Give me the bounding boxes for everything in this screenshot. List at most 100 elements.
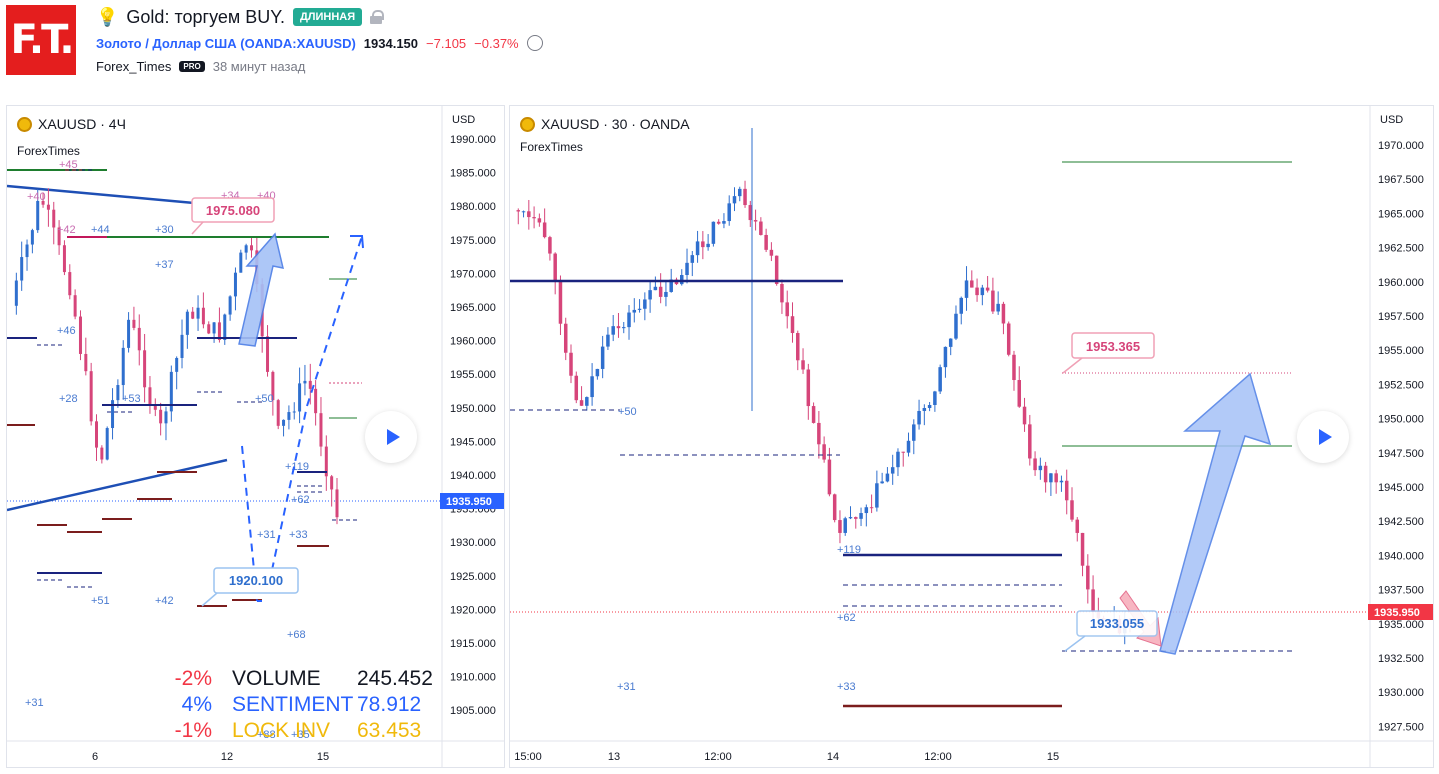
stats-overlay: -2% VOLUME 245.452 4% SENTIMENT 78.912 -… [142,666,433,744]
candle-4h-body [292,411,296,413]
candle-30m-body [759,221,763,235]
candle-30m-body [1091,589,1095,612]
chart-30m-legend: XAUUSD · 30 · OANDA [520,116,690,132]
price-tick-label: 1957.500 [1378,311,1424,323]
forex-times-logo[interactable]: F.T. [6,5,76,75]
candle-30m-body [1075,519,1080,533]
level-label: +31 [257,529,276,541]
candle-30m-body [964,280,969,298]
candle-4h-body [233,272,237,297]
price-tick-label: 1920.000 [450,604,496,616]
candle-4h-body [111,400,115,429]
candle-30m-body [864,507,869,514]
price-tick-label: 1950.000 [450,403,496,415]
level-label: +35 [291,729,310,741]
candle-4h-body [100,447,104,460]
trendline-lower [7,458,228,512]
level-label: +46 [57,325,76,337]
level-label: +68 [287,629,306,641]
currency-label: USD [1380,114,1403,126]
candle-30m-body [558,281,563,324]
candle-30m-body [600,346,605,369]
level-label: +88 [257,729,276,741]
candle-30m-body [516,210,521,212]
candle-30m-body [643,299,647,309]
candle-30m-body [537,218,542,223]
candle-30m-body [848,517,853,519]
candle-30m-body [1043,465,1048,483]
chart-30m-canvas[interactable]: USD 1970.000 1967.500 1965.000 1962.500 1960.… [510,106,1434,768]
candle-30m-body [817,422,821,445]
gold-coin-icon [17,116,32,132]
candle-30m-body [527,211,531,218]
candle-4h-body [303,380,307,384]
symbol-row: Золото / Доллар США (OANDA:XAUUSD) 1934.… [96,35,543,51]
candle-30m-body [985,287,990,291]
level-label: +53 [122,393,141,405]
gold-coin-icon [520,116,535,132]
play-button-30m[interactable] [1297,411,1349,463]
candle-30m-body [970,280,974,288]
price-tick-label: 1960.000 [450,336,496,348]
play-button-4h[interactable] [365,411,417,463]
candle-30m-body [621,327,626,329]
candle-30m-body [1054,473,1058,483]
time-tick-label: 15 [1047,751,1059,763]
symbol-link[interactable]: Золото / Доллар США (OANDA:XAUUSD) [96,35,356,51]
candle-30m-body [980,287,985,296]
candle-30m-body [790,316,795,334]
candle-4h-body [153,404,157,410]
author-row: Forex_Times PRO 38 минут назад [96,59,305,74]
price-tick-label: 1960.000 [1378,277,1424,289]
chart-panel-4h[interactable]: USD 1990.000 1985.000 1980.000 1975.000 1970.… [6,105,505,768]
callout-pointer [191,221,204,235]
level-label: +31 [25,697,44,709]
candle-30m-body [532,217,536,219]
candle-30m-body [927,404,932,409]
author-name[interactable]: Forex_Times [96,59,172,74]
chart-30m-indicator-label: ForexTimes [520,140,583,154]
candle-4h-body [217,322,221,340]
idea-header: F.T. 💡 Gold: торгуем BUY. ДЛИННАЯ Золото… [0,0,1439,100]
price-tick-label: 1950.000 [1378,414,1424,426]
long-badge: ДЛИННАЯ [292,8,363,26]
candle-4h-body [68,272,72,296]
level-label: +62 [291,494,310,506]
play-icon [386,429,400,445]
candle-4h-body [266,336,270,372]
candle-30m-body [1086,565,1090,590]
candle-4h-body [276,400,280,426]
candle-30m-body [1059,480,1064,483]
price-tick-label: 1905.000 [450,705,496,717]
callout-price-label: 1975.080 [206,203,260,218]
chart-4h-canvas[interactable]: USD 1990.000 1985.000 1980.000 1975.000 1970.… [7,106,505,768]
candle-30m-body [579,400,584,406]
price-tick-label: 1935.000 [450,504,496,516]
candle-4h-body [116,385,120,401]
candle-4h-body [137,327,141,351]
candle-30m-body [680,275,684,285]
candle-30m-body [542,222,547,238]
time-tick-label: 15 [317,751,329,763]
candle-30m-body [806,369,811,407]
candle-30m-body [996,303,1000,312]
candle-4h-body [41,200,45,205]
candle-30m-body [822,444,826,460]
candle-4h-body [185,311,189,335]
candle-30m-body [811,406,816,423]
stat-lock-inv-value: 63.453 [357,719,422,742]
chart-panel-30m[interactable]: USD 1970.000 1967.500 1965.000 1962.500 1960.… [509,105,1434,768]
price-tick-label: 1965.000 [450,302,496,314]
candle-4h-body [298,383,302,412]
alarm-clock-icon[interactable] [526,35,543,51]
candle-4h-body [330,476,334,490]
time-tick-label: 15:00 [514,751,542,763]
pro-badge: PRO [179,61,205,72]
candle-4h-body [169,371,173,412]
candle-4h-body [62,245,66,273]
candle-30m-body [912,424,916,441]
candle-30m-body [780,283,784,303]
candle-4h-body [164,411,168,424]
candle-30m-body [838,520,842,533]
candle-30m-body [880,481,884,484]
